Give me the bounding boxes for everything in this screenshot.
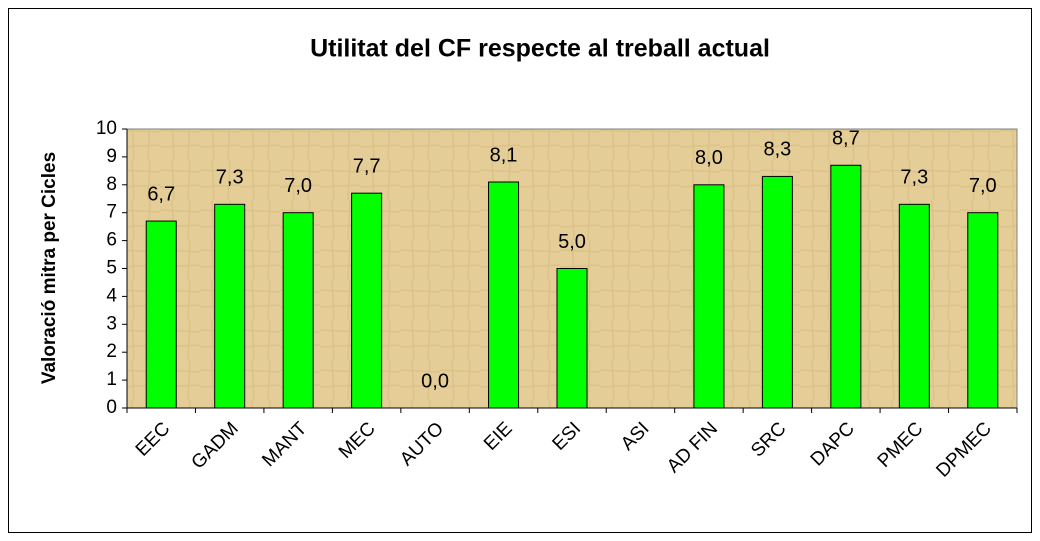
bar xyxy=(556,268,588,409)
data-label: 7,3 xyxy=(900,167,928,189)
data-label: 8,7 xyxy=(832,128,860,150)
data-label: 7,3 xyxy=(216,167,244,189)
bar xyxy=(214,203,246,409)
data-label: 8,3 xyxy=(763,139,791,161)
data-label: 6,7 xyxy=(147,183,175,205)
bar xyxy=(898,203,930,409)
data-label: 7,0 xyxy=(284,175,312,197)
y-tick-label: 1 xyxy=(106,369,117,390)
bar xyxy=(693,184,725,409)
y-tick-label: 8 xyxy=(106,174,117,195)
bar xyxy=(830,164,862,409)
data-label: 5,0 xyxy=(558,231,586,253)
y-tick-label: 2 xyxy=(106,341,117,362)
bar xyxy=(351,192,383,409)
y-tick-label: 0 xyxy=(106,397,117,418)
y-tick-label: 7 xyxy=(106,202,117,223)
bar xyxy=(145,220,177,409)
y-tick-label: 6 xyxy=(106,230,117,251)
bar xyxy=(282,212,314,409)
data-label: 7,0 xyxy=(969,175,997,197)
data-label: 8,0 xyxy=(695,147,723,169)
bar xyxy=(761,175,793,409)
y-tick-label: 5 xyxy=(106,258,117,279)
y-tick-label: 9 xyxy=(106,146,117,167)
y-tick-label: 3 xyxy=(106,313,117,334)
y-tick-label: 4 xyxy=(106,285,117,306)
bar xyxy=(488,181,520,409)
bar xyxy=(967,212,999,409)
y-tick-label: 10 xyxy=(96,118,117,139)
y-axis-title: Valoració mitra per Cicles xyxy=(39,152,60,384)
data-label: 8,1 xyxy=(490,144,518,166)
data-label: 0,0 xyxy=(421,370,449,392)
data-label: 7,7 xyxy=(353,155,381,177)
chart-title: Utilitat del CF respecte al treball actu… xyxy=(310,35,770,63)
